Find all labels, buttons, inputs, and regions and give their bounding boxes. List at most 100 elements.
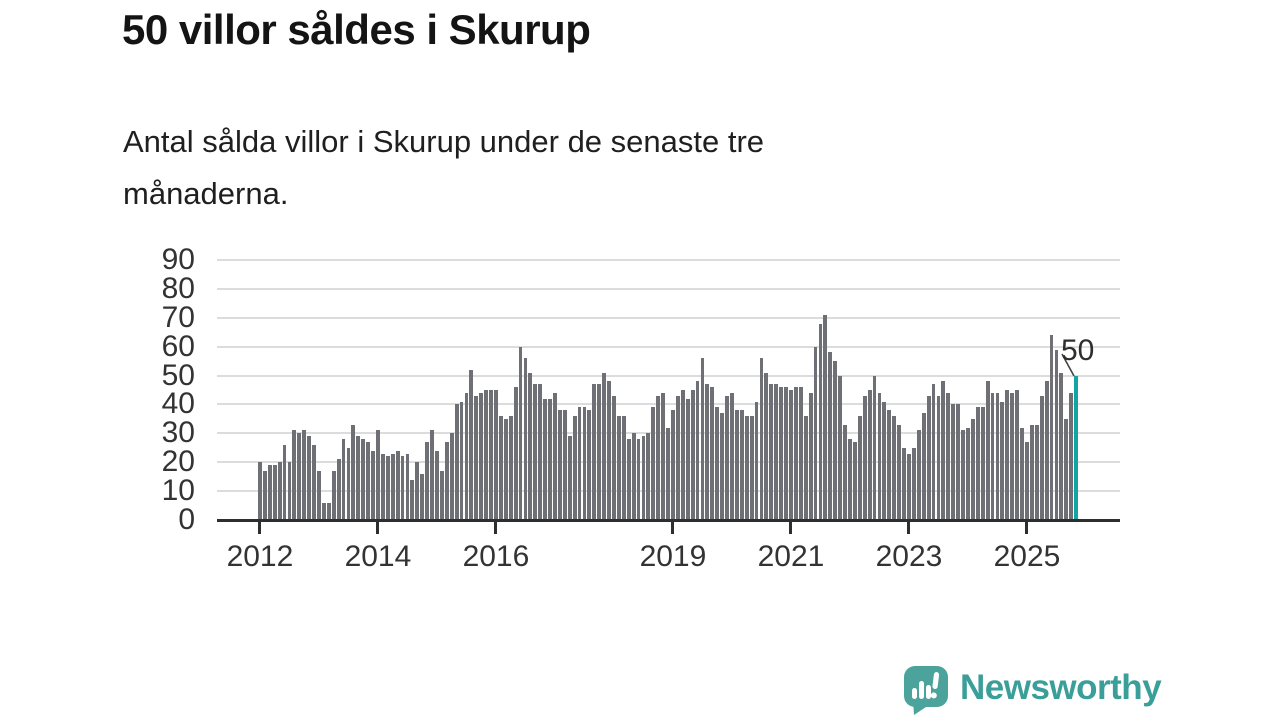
bar [995,392,1000,520]
y-tick-label-70: 70 [161,300,195,334]
bar [798,387,803,520]
bar [656,395,661,520]
bar [621,416,626,520]
bar [887,410,892,520]
bar [582,407,587,520]
bar [843,424,847,520]
bar [612,395,616,520]
y-tick-label-30: 30 [161,416,195,450]
bar [1044,381,1049,520]
bar [902,447,906,520]
bar [813,346,818,520]
bar [680,390,685,520]
bar [1029,424,1034,520]
bar [956,404,961,520]
bar [405,453,410,520]
bar [262,470,267,520]
bar [602,372,607,520]
bar [277,462,282,520]
bar [326,502,331,520]
bar [1059,372,1064,520]
bar [749,416,754,520]
bar [317,470,321,520]
bar [361,439,366,520]
bar [872,375,877,520]
bar [587,410,592,520]
bar [769,384,774,520]
bar [508,416,513,520]
bar [926,395,931,520]
x-tick-label-2012: 2012 [226,540,294,573]
x-tick-label-2023: 2023 [875,540,943,573]
bar [336,459,341,520]
bar [789,390,793,520]
bar [282,444,287,520]
bar [1054,349,1059,520]
x-tick-label-2021: 2021 [757,540,825,573]
x-tick-label-2025: 2025 [993,540,1061,573]
bar [513,387,518,520]
bar [351,424,356,520]
x-tick-2021 [789,520,793,534]
chart-subtitle: Antal sålda villor i Skurup under de sen… [123,116,764,220]
bar [1025,442,1029,520]
bar [759,358,764,520]
bar [341,439,346,520]
bar [439,470,444,520]
x-tick-2023 [907,520,911,534]
bar [671,410,675,520]
bar [946,392,951,520]
y-tick-label-40: 40 [161,387,195,421]
bar [410,479,415,520]
gridline-70 [217,316,1120,319]
x-tick-2016 [494,520,498,534]
bar [715,407,720,520]
x-tick-2025 [1025,520,1029,534]
bar [366,442,371,520]
bar [838,375,843,520]
bar [651,407,656,520]
bar [744,416,749,520]
bar [425,442,430,520]
bar [931,384,936,520]
bar [312,444,316,520]
bar [538,384,543,520]
bar [449,433,454,520]
y-tick-label-90: 90 [161,243,195,276]
bar [897,424,902,520]
bar [877,392,882,520]
bar [577,407,582,520]
bar [774,384,779,520]
bar [1015,390,1020,520]
bar [730,392,734,520]
bar [395,450,400,520]
bar [464,392,469,520]
bar [916,430,921,520]
bar [646,433,651,520]
bar [346,447,351,520]
newsworthy-logo: Newsworthy [901,664,1162,716]
bar [710,387,715,520]
bar [970,418,975,520]
bar [356,436,361,520]
bar [1039,395,1044,520]
bar [803,416,808,520]
bar [494,390,498,520]
last-value-label: 50 [1061,334,1095,367]
x-tick-label-2014: 2014 [344,540,412,573]
bar [661,392,666,520]
bar [543,398,548,520]
bar [572,416,577,520]
bar [685,398,690,520]
bar [607,381,611,520]
bar [454,404,459,520]
bar [548,398,552,520]
bar [420,473,425,520]
x-tick-label-2016: 2016 [462,540,530,573]
bar [1000,401,1005,520]
bar [784,387,788,520]
chart-subtitle-line1: Antal sålda villor i Skurup under de sen… [123,124,765,159]
newsworthy-speech-bubble-chart-icon [904,666,948,715]
bar [385,456,390,520]
